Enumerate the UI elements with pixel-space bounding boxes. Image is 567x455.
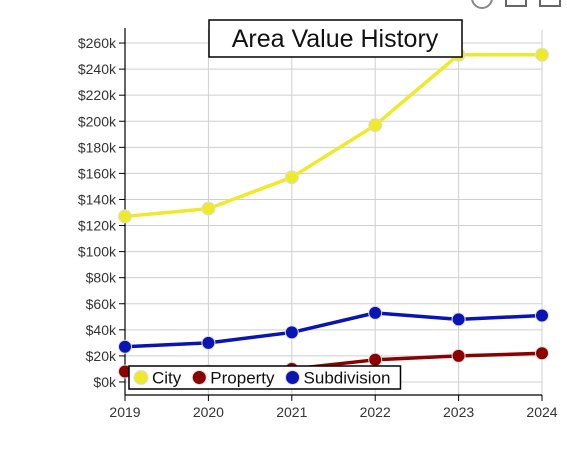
data-point[interactable] bbox=[368, 118, 383, 133]
legend-label: Property bbox=[210, 369, 275, 388]
legend-label: City bbox=[152, 369, 182, 388]
data-point[interactable] bbox=[284, 325, 299, 340]
y-tick-label: $200k bbox=[78, 113, 117, 129]
data-point[interactable] bbox=[535, 308, 549, 323]
series-line bbox=[124, 53, 542, 219]
chart-title-box: Area Value History bbox=[208, 19, 463, 58]
save-icon[interactable] bbox=[505, 0, 527, 7]
info-icon[interactable] bbox=[471, 0, 493, 9]
series-lines bbox=[118, 47, 549, 379]
legend-item[interactable]: Property bbox=[191, 369, 275, 388]
x-tick-label: 2019 bbox=[109, 404, 140, 420]
data-point[interactable] bbox=[118, 339, 132, 354]
series-city[interactable] bbox=[118, 47, 549, 224]
y-tick-label: $0k bbox=[93, 374, 117, 390]
x-tick-label: 2020 bbox=[193, 404, 224, 420]
title-frame bbox=[208, 19, 463, 58]
grid bbox=[124, 30, 543, 395]
chart-title: Area Value History bbox=[232, 25, 439, 53]
legend-swatch bbox=[285, 370, 301, 385]
y-tick-label: $120k bbox=[78, 218, 117, 234]
legend-item[interactable]: City bbox=[133, 369, 182, 388]
y-tick-label: $40k bbox=[86, 322, 117, 338]
image-icon[interactable] bbox=[539, 0, 561, 7]
x-axis-ticks: 2019 2020 2021 2022 2023 2024 bbox=[109, 395, 558, 420]
data-point[interactable] bbox=[368, 352, 383, 367]
chart-toolbar[interactable] bbox=[471, 0, 561, 9]
y-tick-label: $240k bbox=[78, 61, 117, 77]
data-point[interactable] bbox=[284, 170, 299, 185]
legend-label: Subdivision bbox=[304, 369, 391, 388]
x-tick-label: 2021 bbox=[276, 404, 307, 420]
series-line bbox=[124, 311, 543, 349]
legend[interactable]: City Property Subdivision bbox=[128, 365, 402, 390]
x-tick-label: 2024 bbox=[526, 404, 557, 420]
y-tick-label: $160k bbox=[78, 165, 117, 181]
data-point[interactable] bbox=[451, 348, 466, 363]
y-tick-label: $180k bbox=[78, 139, 117, 155]
series-subdivision[interactable] bbox=[118, 305, 549, 354]
data-point[interactable] bbox=[535, 47, 549, 62]
y-tick-label: $140k bbox=[78, 191, 117, 207]
y-tick-label: $220k bbox=[78, 87, 117, 103]
legend-swatch bbox=[133, 370, 149, 385]
data-point[interactable] bbox=[201, 335, 216, 350]
x-tick-label: 2023 bbox=[443, 404, 474, 420]
legend-swatch bbox=[191, 370, 207, 385]
data-point[interactable] bbox=[535, 346, 549, 361]
x-tick-label: 2022 bbox=[360, 404, 391, 420]
data-point[interactable] bbox=[118, 209, 132, 224]
y-tick-label: $80k bbox=[86, 270, 117, 286]
data-point[interactable] bbox=[451, 312, 466, 327]
y-tick-label: $260k bbox=[78, 35, 117, 51]
y-tick-label: $20k bbox=[86, 348, 117, 364]
y-tick-label: $100k bbox=[78, 244, 117, 260]
legend-item[interactable]: Subdivision bbox=[285, 369, 391, 388]
data-point[interactable] bbox=[368, 305, 383, 320]
y-tick-label: $60k bbox=[86, 296, 117, 312]
y-axis-ticks: $0k $20k $40k $60k $80k $100k $120k $140k $160k $… bbox=[78, 35, 125, 390]
data-point[interactable] bbox=[201, 201, 216, 216]
